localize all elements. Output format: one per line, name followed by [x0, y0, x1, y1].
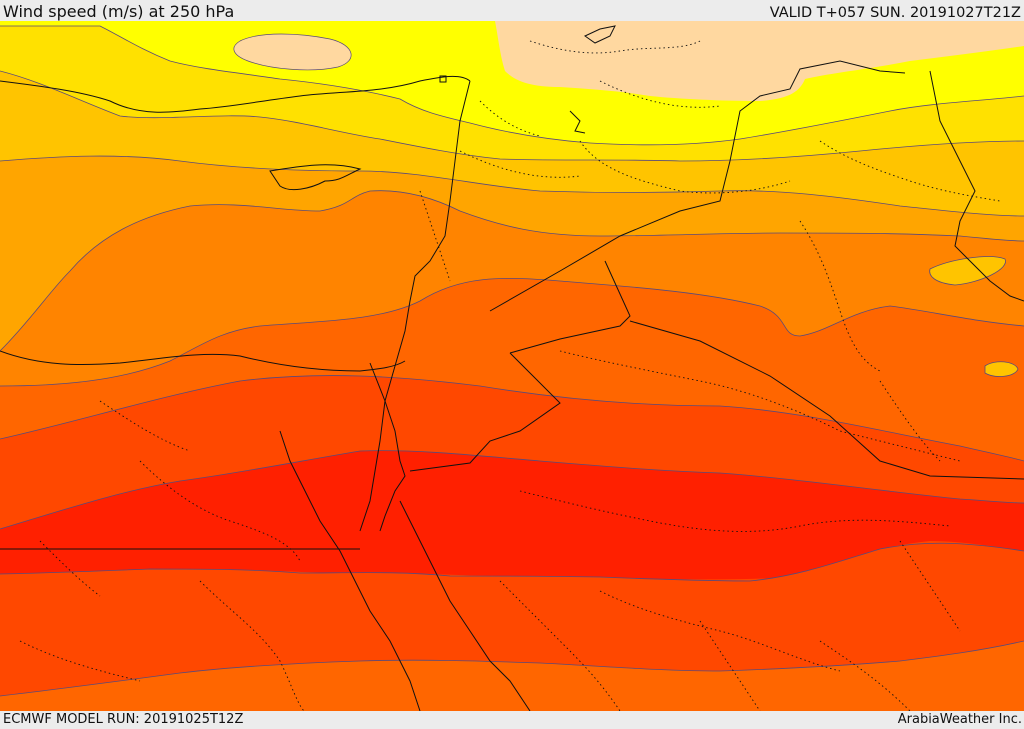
band-bottom-orange	[0, 641, 1024, 711]
band-bottom-orange-red	[0, 543, 1024, 696]
map-canvas	[0, 21, 1024, 711]
header-bar: Wind speed (m/s) at 250 hPa VALID T+057 …	[0, 0, 1024, 21]
map-title: Wind speed (m/s) at 250 hPa	[3, 2, 235, 21]
band-peach-blob	[233, 33, 352, 71]
band-red-core	[0, 450, 1024, 580]
valid-time: VALID T+057 SUN. 20191027T21Z	[769, 5, 1021, 21]
contour-lines	[0, 25, 1024, 697]
admin-borders	[19, 40, 1001, 711]
footer-bar: ECMWF MODEL RUN: 20191025T12Z ArabiaWeat…	[0, 711, 1024, 729]
band-peach	[495, 21, 1024, 101]
model-run-label: ECMWF MODEL RUN: 20191025T12Z	[3, 712, 244, 727]
wind-speed-map[interactable]	[0, 21, 1024, 711]
credit-label: ArabiaWeather Inc.	[897, 712, 1022, 727]
coastlines	[0, 25, 1024, 711]
